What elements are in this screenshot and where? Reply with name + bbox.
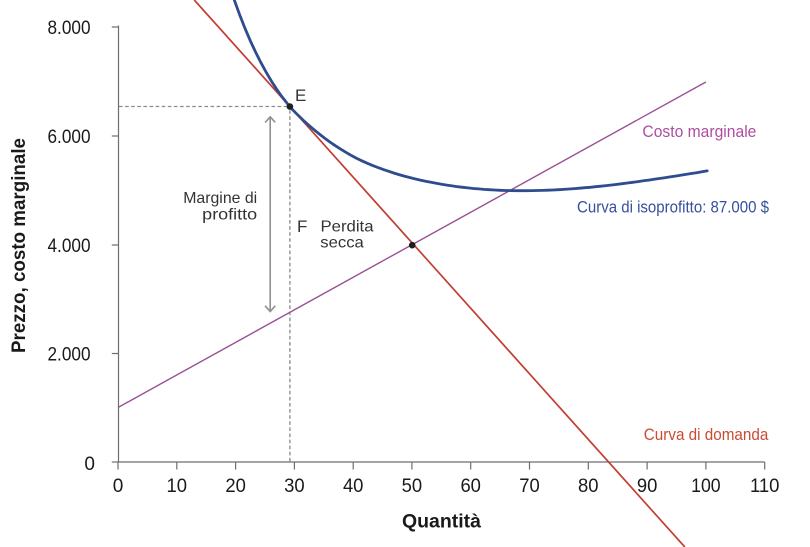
svg-text:30: 30 bbox=[284, 476, 305, 497]
svg-text:50: 50 bbox=[402, 476, 423, 497]
svg-text:0: 0 bbox=[113, 476, 124, 497]
svg-text:40: 40 bbox=[343, 476, 364, 497]
svg-text:90: 90 bbox=[637, 476, 658, 497]
svg-text:secca: secca bbox=[320, 234, 364, 251]
svg-text:8.000: 8.000 bbox=[48, 18, 91, 39]
svg-text:60: 60 bbox=[460, 476, 481, 497]
svg-text:4.000: 4.000 bbox=[48, 236, 91, 257]
svg-text:6.000: 6.000 bbox=[48, 127, 91, 148]
svg-text:100: 100 bbox=[691, 476, 721, 497]
svg-text:0: 0 bbox=[84, 454, 95, 475]
svg-text:10: 10 bbox=[167, 476, 188, 497]
svg-text:Quantità: Quantità bbox=[402, 512, 481, 533]
svg-text:80: 80 bbox=[578, 476, 599, 497]
svg-text:110: 110 bbox=[750, 476, 780, 497]
svg-text:profitto: profitto bbox=[202, 206, 257, 223]
svg-text:Curva di domanda: Curva di domanda bbox=[644, 425, 769, 444]
svg-text:Costo marginale: Costo marginale bbox=[642, 122, 756, 141]
svg-text:Margine di: Margine di bbox=[183, 190, 257, 207]
svg-text:Prezzo, costo marginale: Prezzo, costo marginale bbox=[9, 138, 30, 353]
svg-text:Perdita: Perdita bbox=[321, 219, 374, 236]
svg-text:20: 20 bbox=[225, 476, 246, 497]
svg-text:E: E bbox=[295, 86, 306, 105]
svg-text:70: 70 bbox=[519, 476, 540, 497]
svg-text:F: F bbox=[297, 217, 307, 236]
svg-text:2.000: 2.000 bbox=[48, 345, 91, 366]
svg-text:Curva di isoprofitto: 87.000 $: Curva di isoprofitto: 87.000 $ bbox=[577, 198, 769, 216]
